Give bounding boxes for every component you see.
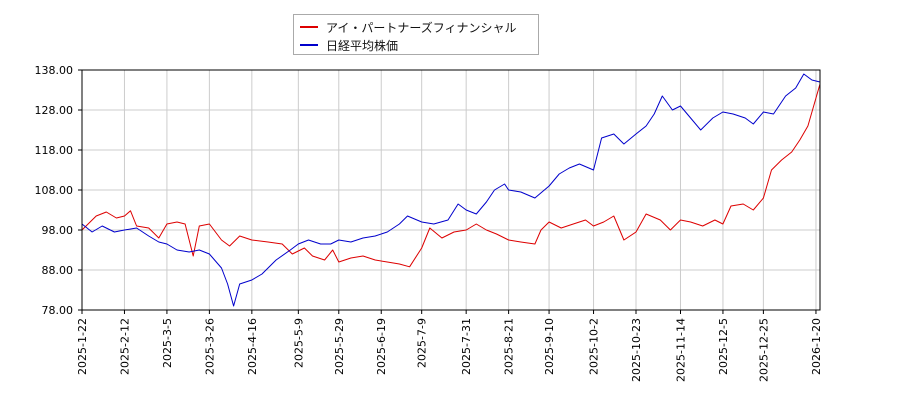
x-tick-label: 2025-12-25 [757,318,770,382]
x-tick-label: 2025-8-21 [503,318,516,375]
y-tick-label: 108.00 [35,184,74,197]
x-tick-label: 2025-10-23 [630,318,643,382]
legend-label-series-2: 日経平均株価 [326,38,399,53]
x-tick-label: 2025-5-29 [333,318,346,375]
plot-frame [81,69,821,311]
grid-layer [81,69,820,311]
x-tick-label: 2025-1-22 [76,318,89,375]
series-layer [81,73,821,307]
legend-item-series-1: アイ・パートナーズフィナンシャル [300,18,517,36]
x-tick-label: 2025-5-9 [292,318,305,368]
x-tick-label: 2025-12-5 [717,318,730,375]
axis-layer: 78.00 88.00 98.00 108.00 118.00 128.00 138.00 2… [35,64,823,382]
x-tick-label: 2025-6-19 [375,318,388,375]
legend-label-series-1: アイ・パートナーズフィナンシャル [326,20,517,35]
y-tick-label: 98.00 [42,224,74,237]
legend: アイ・パートナーズフィナンシャル 日経平均株価 [293,14,539,55]
legend-item-series-2: 日経平均株価 [300,36,398,54]
y-tick-label: 138.00 [35,64,74,77]
y-tick-label: 128.00 [35,104,74,117]
x-tick-label: 2025-2-12 [118,318,131,375]
x-tick-label: 2025-9-10 [543,318,556,375]
y-tick-label: 88.00 [42,264,74,277]
x-tick-label: 2025-3-5 [161,318,174,368]
y-tick-label: 78.00 [42,304,74,317]
x-tick-label: 2025-10-2 [588,318,601,375]
legend-swatch-series-1 [300,26,318,28]
x-tick-label: 2025-4-16 [246,318,259,375]
x-tick-label: 2025-7-31 [460,318,473,375]
x-tick-label: 2026-1-20 [810,318,823,375]
x-tick-label: 2025-7-9 [416,318,429,368]
legend-swatch-series-2 [300,44,318,46]
x-tick-label: 2025-3-26 [203,318,216,375]
series-line-1 [81,83,821,268]
x-tick-label: 2025-11-14 [674,318,687,382]
series-line-2 [81,73,821,307]
y-tick-label: 118.00 [35,144,74,157]
